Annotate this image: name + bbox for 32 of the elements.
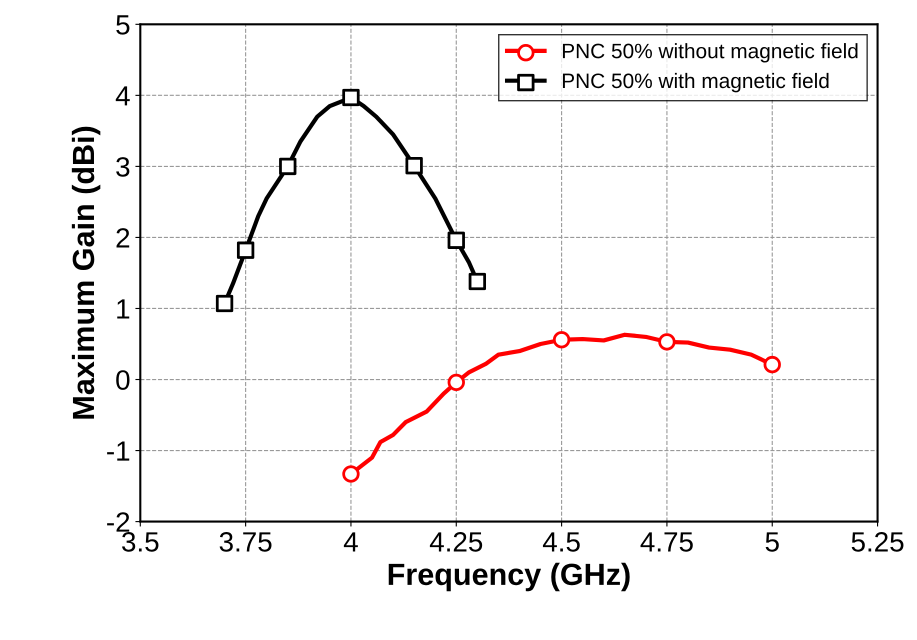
y-tick-label: -2 [107,512,130,532]
y-tick-label: 0 [116,370,130,390]
x-tick-label: 3.5 [122,532,158,552]
y-axis-title: Maximum Gain (dBi) [72,126,100,419]
point [448,374,465,392]
point [448,232,465,249]
x-tick-label: 3.75 [220,532,272,552]
legend-label: PNC 50% without magnetic field [562,43,858,62]
y-tick-label: 4 [116,86,130,106]
point [279,158,296,176]
x-tick-label: 4.25 [430,532,482,552]
point [342,88,360,106]
x-tick-label: 4 [344,532,358,552]
point [658,333,676,351]
x-tick-label: 5.25 [852,532,904,552]
point [236,242,254,259]
point [216,294,234,312]
point [468,272,486,290]
y-tick-label: 5 [116,15,130,35]
y-tick-label: 3 [116,157,130,177]
point [764,356,781,374]
x-tick-label: 4.75 [640,532,693,552]
x-tick-label: 4.5 [542,532,580,552]
legend-label: PNC 50% with magnetic field [562,72,829,92]
point [405,157,423,174]
x-axis-title: Frequency (GHz) [388,562,630,592]
y-tick-label: 2 [116,228,130,248]
point [342,465,360,483]
x-tick-label: 5 [766,532,779,552]
point [552,331,570,348]
y-tick-label: -1 [107,442,130,461]
y-tick-label: 1 [117,299,130,319]
